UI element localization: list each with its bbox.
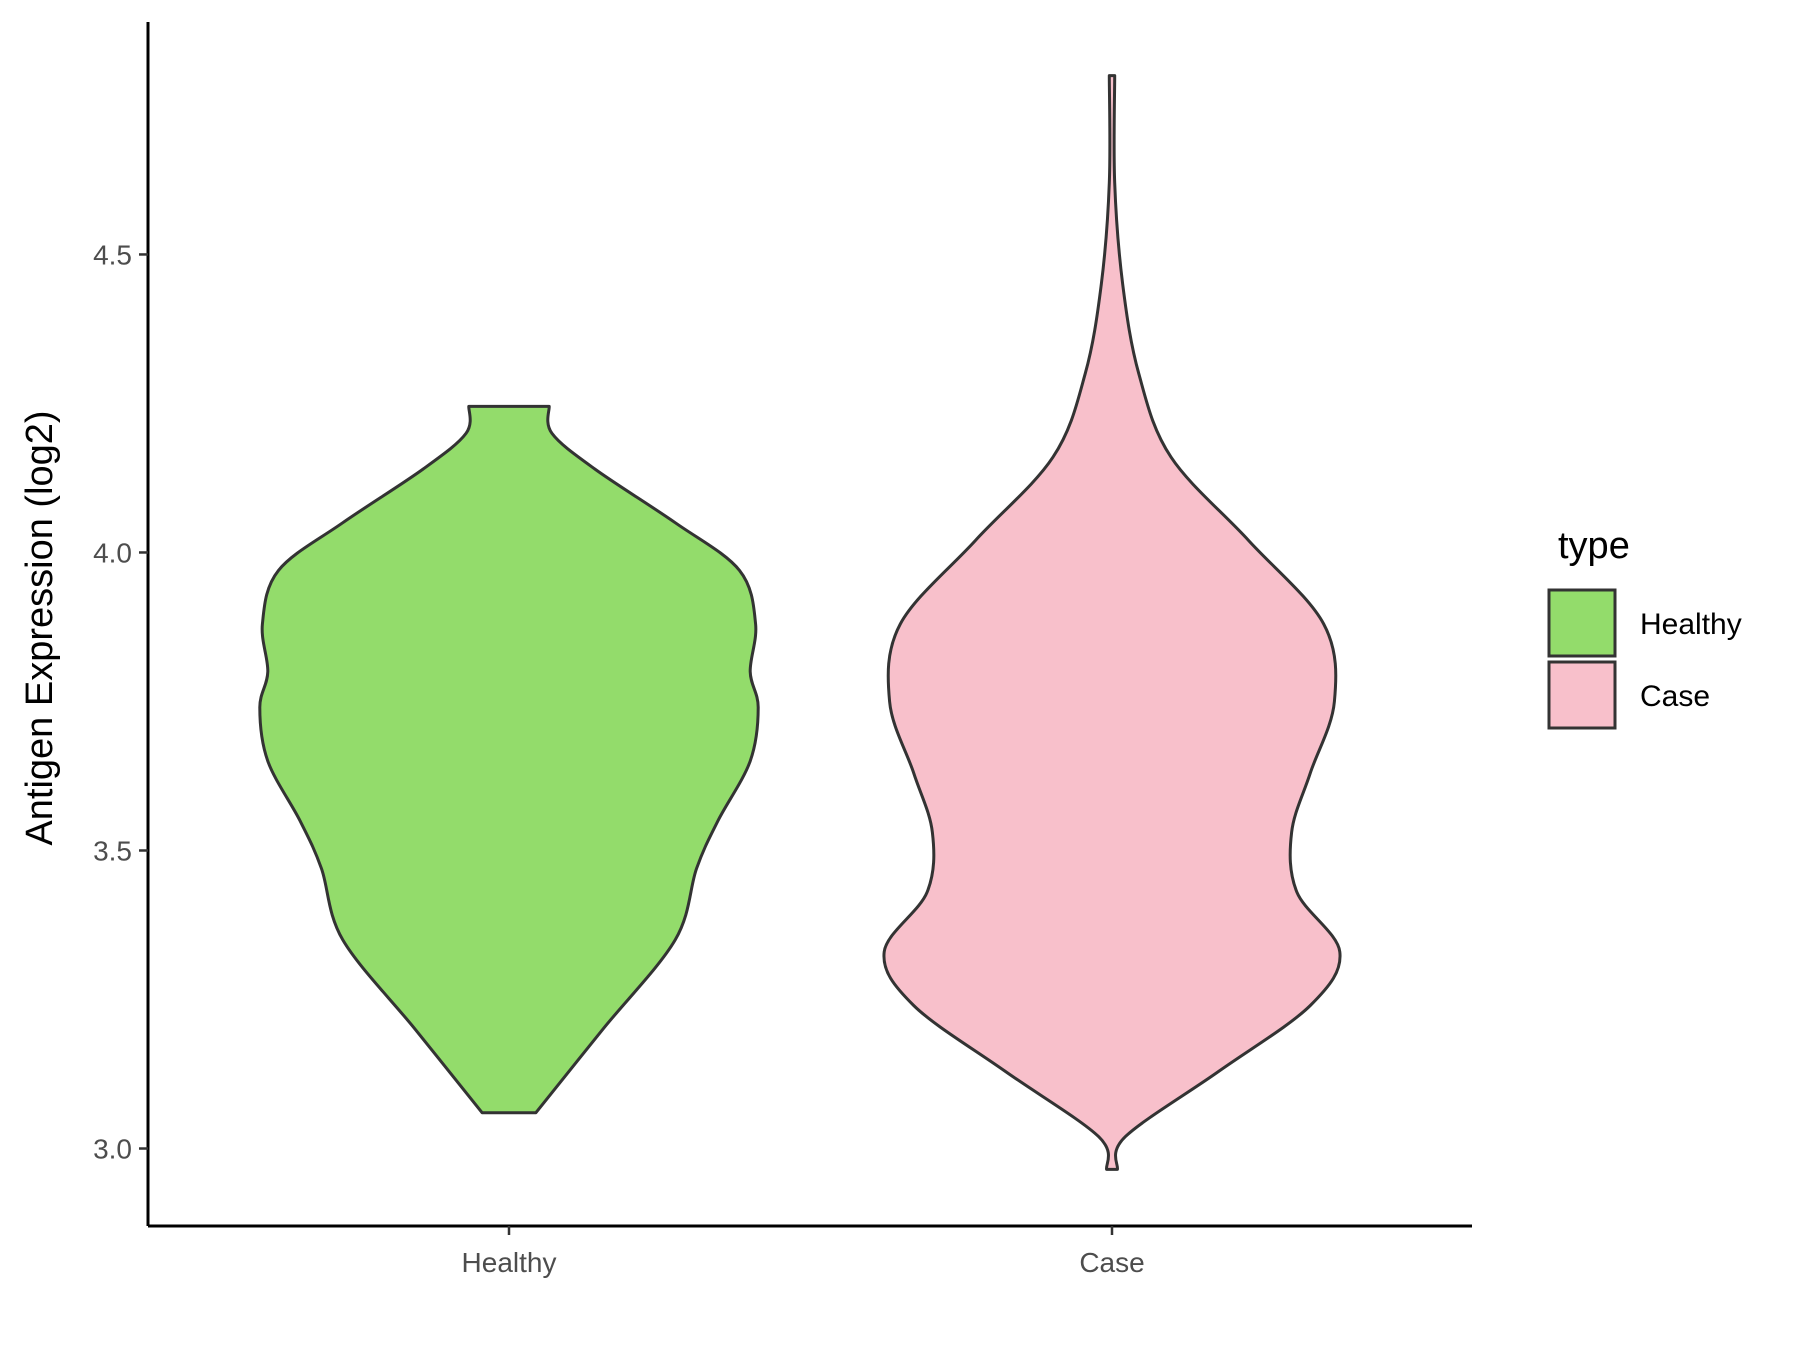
legend-title: type xyxy=(1558,525,1630,567)
legend-label-healthy: Healthy xyxy=(1640,608,1742,641)
y-tick-label: 4.0 xyxy=(93,537,132,568)
y-tick-label: 3.0 xyxy=(93,1134,132,1165)
y-axis-title: Antigen Expression (log2) xyxy=(19,410,61,845)
legend-swatch-healthy xyxy=(1547,588,1617,658)
legend: type Healthy Case xyxy=(1547,525,1742,730)
violin-layer xyxy=(258,74,1342,1171)
y-tick-label: 4.5 xyxy=(93,239,132,270)
legend-swatch-case xyxy=(1547,660,1617,730)
violin-case xyxy=(882,74,1342,1171)
axes: 3.0 3.5 4.0 4.5 Healthy Case xyxy=(93,22,1472,1278)
violin-healthy xyxy=(258,404,760,1115)
legend-label-case: Case xyxy=(1640,680,1710,713)
y-tick-label: 3.5 xyxy=(93,835,132,866)
x-tick-label: Healthy xyxy=(462,1247,557,1278)
x-tick-label: Case xyxy=(1079,1247,1144,1278)
